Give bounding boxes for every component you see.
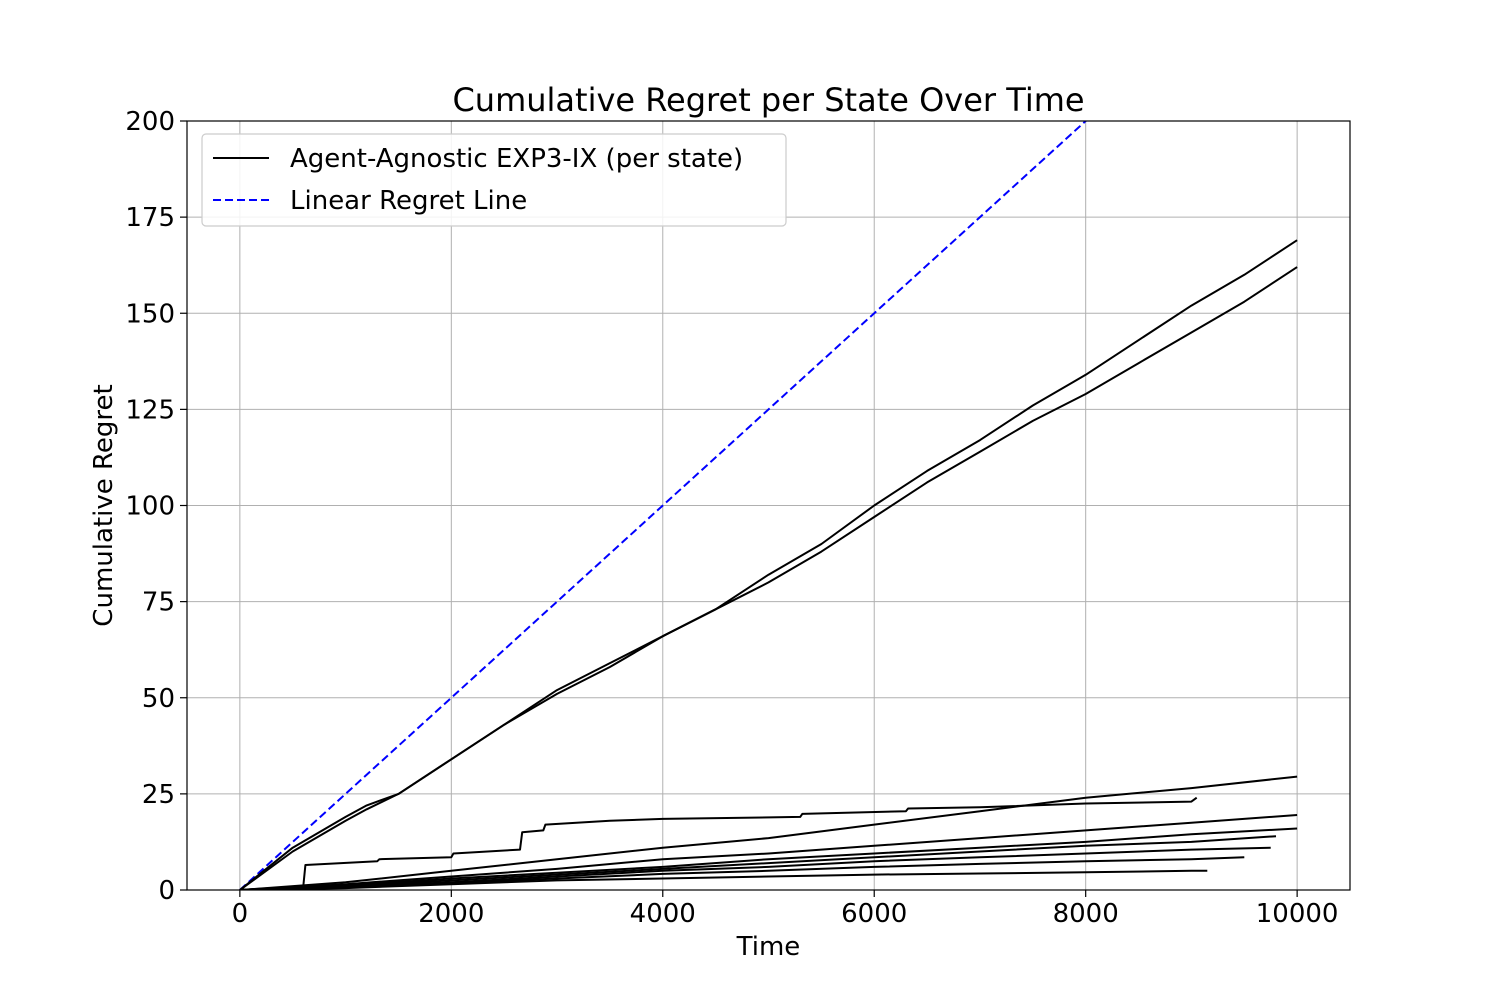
y-tick-label: 200 — [125, 107, 175, 137]
plot-area — [239, 121, 1298, 890]
x-tick-label: 2000 — [418, 899, 484, 929]
regret-series-line-3 — [239, 796, 1198, 890]
x-tick-label: 0 — [232, 899, 249, 929]
x-tick-label: 6000 — [841, 899, 907, 929]
regret-series-line-7 — [239, 835, 1277, 890]
x-tick-label: 8000 — [1053, 899, 1119, 929]
regret-series-line-6 — [239, 827, 1298, 890]
y-tick-label: 75 — [142, 588, 175, 618]
regret-series-line-10 — [239, 869, 1208, 890]
y-tick-label: 175 — [125, 203, 175, 233]
y-tick-label: 25 — [142, 780, 175, 810]
regret-series-line-5 — [239, 814, 1298, 890]
y-axis-label: Cumulative Regret — [89, 384, 119, 626]
legend: Agent-Agnostic EXP3-IX (per state) Linea… — [201, 133, 787, 227]
y-tick-label: 125 — [125, 395, 175, 425]
regret-series-line-4 — [239, 775, 1298, 890]
x-tick-label: 10000 — [1256, 899, 1339, 929]
legend-label-agent-agnostic: Agent-Agnostic EXP3-IX (per state) — [290, 144, 743, 174]
y-tick-label: 100 — [125, 492, 175, 522]
x-tick-label: 4000 — [630, 899, 696, 929]
chart-title: Cumulative Regret per State Over Time — [452, 81, 1084, 119]
y-tick-label: 50 — [142, 684, 175, 714]
legend-box — [201, 133, 787, 227]
legend-label-linear-regret: Linear Regret Line — [290, 186, 527, 216]
regret-series-line-2 — [239, 266, 1298, 890]
y-tick-label: 150 — [125, 299, 175, 329]
linear-regret-line — [239, 121, 1088, 890]
x-axis-label: Time — [736, 932, 801, 962]
ticks: 0 2000 4000 6000 8000 10000 0 25 50 75 100 125 150 17… — [125, 107, 1338, 929]
regret-series-line-1 — [239, 239, 1298, 890]
y-tick-label: 0 — [158, 876, 175, 906]
